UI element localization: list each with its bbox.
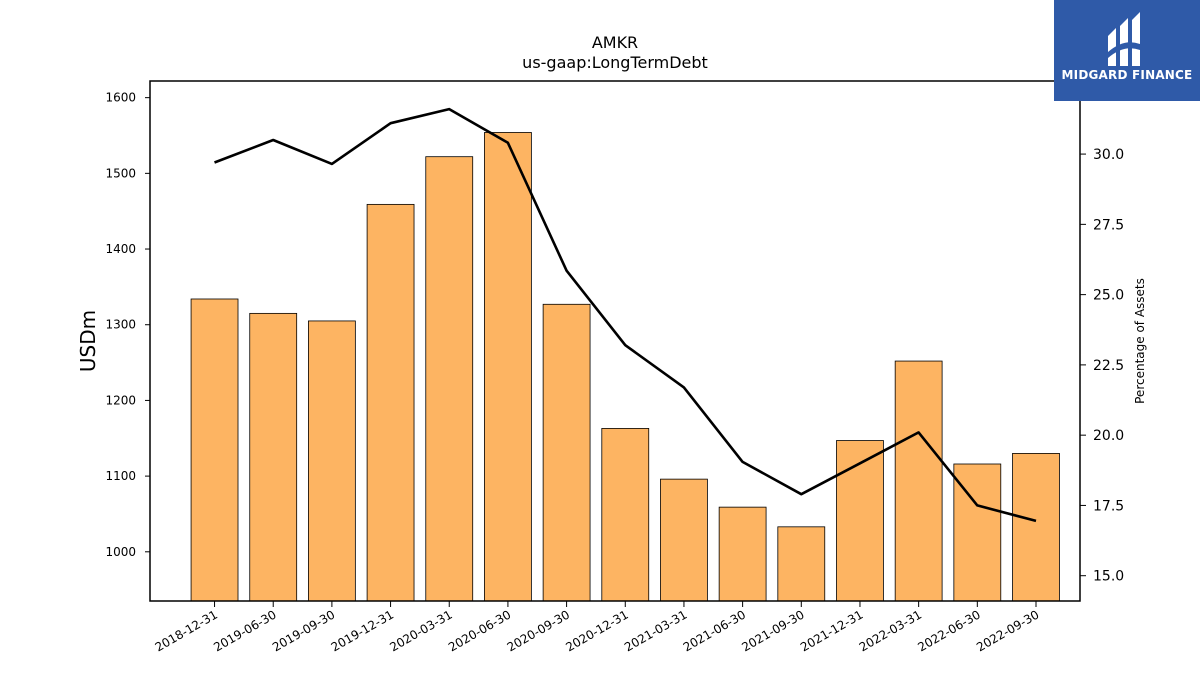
x-tick-label: 2019-12-31	[329, 607, 396, 654]
y-tick-label: 1400	[105, 242, 136, 256]
x-tick-label: 2018-12-31	[153, 607, 220, 654]
x-tick-label: 2022-03-31	[857, 607, 924, 654]
chart-title: AMKR	[592, 33, 638, 52]
logo-mark-icon	[1108, 12, 1140, 66]
bar	[366, 203, 415, 602]
y2-tick-label: 17.5	[1093, 498, 1124, 514]
x-tick-label: 2021-12-31	[798, 607, 865, 654]
bar	[1012, 453, 1060, 602]
bar	[836, 440, 884, 602]
line-series	[214, 107, 1037, 523]
bar	[660, 478, 708, 602]
y-tick-label: 1500	[105, 166, 136, 180]
x-tick-label: 2020-09-30	[505, 607, 572, 654]
y2-tick-label: 30.0	[1093, 147, 1124, 163]
x-tick-label: 2019-09-30	[270, 607, 337, 654]
bar	[425, 156, 474, 602]
y-tick-label: 1000	[105, 545, 136, 559]
logo-text: MIDGARD FINANCE	[1061, 68, 1193, 82]
x-tick-label: 2022-09-30	[974, 607, 1041, 654]
x-tick-label: 2019-06-30	[211, 607, 278, 654]
bar	[601, 428, 650, 602]
bar	[542, 303, 591, 602]
y2-tick-label: 27.5	[1093, 217, 1124, 233]
x-tick-label: 2020-03-31	[387, 607, 454, 654]
right-axis: 15.0 17.5 20.0 22.5 25.0 27.5 30.0	[1080, 147, 1124, 585]
y-tick-label: 1300	[105, 318, 136, 332]
bar	[308, 320, 356, 602]
y-axis-label: USDm	[76, 310, 100, 372]
bar	[894, 360, 943, 602]
bar-series	[190, 132, 1060, 602]
y2-tick-label: 25.0	[1093, 288, 1124, 304]
chart-subtitle: us-gaap:LongTermDebt	[522, 53, 708, 72]
y-tick-label: 1200	[105, 393, 136, 407]
bar	[718, 506, 767, 602]
x-tick-label: 2020-12-31	[563, 607, 630, 654]
left-axis: 1000 1100 1200 1300 1400 1500 1600	[105, 91, 150, 559]
x-axis: 2018-12-312019-06-302019-09-302019-12-31…	[153, 601, 1041, 654]
y2-tick-label: 22.5	[1093, 358, 1124, 374]
y-tick-label: 1600	[105, 91, 136, 105]
y2-tick-label: 15.0	[1093, 569, 1124, 585]
y-tick-label: 1100	[105, 469, 136, 483]
x-tick-label: 2022-06-30	[915, 607, 982, 654]
bar	[249, 312, 298, 602]
brand-logo: MIDGARD FINANCE	[1054, 0, 1200, 101]
bar	[777, 526, 826, 602]
x-tick-label: 2021-06-30	[681, 607, 748, 654]
y2-axis-label: Percentage of Assets	[1133, 278, 1147, 404]
y2-tick-label: 20.0	[1093, 428, 1124, 444]
bar	[190, 298, 239, 602]
plot-frame	[149, 80, 1081, 602]
x-tick-label: 2021-09-30	[739, 607, 806, 654]
bar	[484, 132, 532, 602]
x-tick-label: 2020-06-30	[446, 607, 513, 654]
x-tick-label: 2021-03-31	[622, 607, 689, 654]
